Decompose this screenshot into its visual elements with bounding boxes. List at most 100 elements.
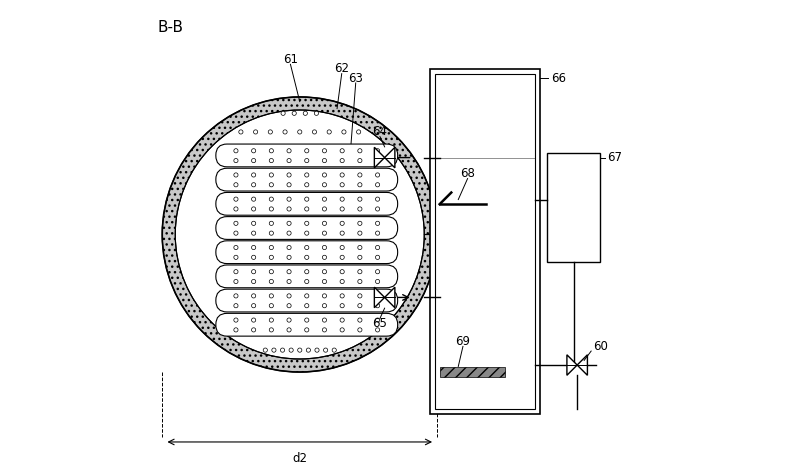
FancyBboxPatch shape xyxy=(216,168,398,191)
Circle shape xyxy=(234,303,238,308)
Bar xyxy=(547,153,601,263)
Circle shape xyxy=(322,270,326,274)
Circle shape xyxy=(289,348,294,352)
Circle shape xyxy=(234,270,238,274)
Circle shape xyxy=(251,231,256,235)
Circle shape xyxy=(234,294,238,298)
Circle shape xyxy=(268,130,273,134)
Circle shape xyxy=(287,149,291,153)
Text: d2: d2 xyxy=(292,452,307,465)
Circle shape xyxy=(358,280,362,284)
Circle shape xyxy=(270,294,274,298)
Circle shape xyxy=(270,173,274,177)
Circle shape xyxy=(234,231,238,235)
Circle shape xyxy=(340,270,344,274)
Circle shape xyxy=(358,270,362,274)
Circle shape xyxy=(305,231,309,235)
Circle shape xyxy=(234,221,238,226)
Circle shape xyxy=(358,231,362,235)
Circle shape xyxy=(340,149,344,153)
Circle shape xyxy=(305,207,309,211)
Circle shape xyxy=(251,221,256,226)
Circle shape xyxy=(322,231,326,235)
Circle shape xyxy=(375,303,380,308)
Circle shape xyxy=(375,207,380,211)
Circle shape xyxy=(358,221,362,226)
Circle shape xyxy=(287,255,291,259)
Circle shape xyxy=(270,149,274,153)
Circle shape xyxy=(306,348,310,352)
Circle shape xyxy=(375,318,380,322)
Circle shape xyxy=(254,130,258,134)
Circle shape xyxy=(305,255,309,259)
Circle shape xyxy=(305,303,309,308)
Circle shape xyxy=(234,149,238,153)
Circle shape xyxy=(270,183,274,187)
Circle shape xyxy=(287,197,291,201)
Circle shape xyxy=(358,303,362,308)
Circle shape xyxy=(315,348,319,352)
Polygon shape xyxy=(567,355,577,375)
Circle shape xyxy=(322,328,326,332)
Circle shape xyxy=(303,111,307,115)
Circle shape xyxy=(270,318,274,322)
Text: 69: 69 xyxy=(455,335,470,348)
Polygon shape xyxy=(385,287,395,308)
Circle shape xyxy=(287,280,291,284)
Circle shape xyxy=(358,318,362,322)
Text: B-B: B-B xyxy=(158,20,183,35)
Text: 64: 64 xyxy=(373,125,387,138)
Circle shape xyxy=(272,348,276,352)
Circle shape xyxy=(340,159,344,163)
Circle shape xyxy=(357,130,361,134)
Circle shape xyxy=(234,207,238,211)
Circle shape xyxy=(287,221,291,226)
Circle shape xyxy=(340,207,344,211)
Circle shape xyxy=(287,183,291,187)
Circle shape xyxy=(322,318,326,322)
Circle shape xyxy=(358,173,362,177)
Circle shape xyxy=(263,348,267,352)
Circle shape xyxy=(305,318,309,322)
Circle shape xyxy=(251,245,256,250)
Circle shape xyxy=(375,328,380,332)
Text: 67: 67 xyxy=(607,151,622,164)
Circle shape xyxy=(251,197,256,201)
Circle shape xyxy=(251,183,256,187)
Circle shape xyxy=(270,221,274,226)
Circle shape xyxy=(251,255,256,259)
Polygon shape xyxy=(385,147,395,168)
Circle shape xyxy=(287,294,291,298)
Circle shape xyxy=(322,159,326,163)
Circle shape xyxy=(292,111,296,115)
Circle shape xyxy=(251,149,256,153)
Circle shape xyxy=(234,159,238,163)
Circle shape xyxy=(322,255,326,259)
Circle shape xyxy=(340,245,344,250)
Circle shape xyxy=(305,183,309,187)
Circle shape xyxy=(375,183,380,187)
Circle shape xyxy=(281,348,285,352)
Circle shape xyxy=(270,255,274,259)
Circle shape xyxy=(298,130,302,134)
Circle shape xyxy=(358,183,362,187)
Circle shape xyxy=(375,245,380,250)
Circle shape xyxy=(340,197,344,201)
Circle shape xyxy=(270,280,274,284)
Circle shape xyxy=(358,159,362,163)
Circle shape xyxy=(305,270,309,274)
Circle shape xyxy=(342,130,346,134)
FancyBboxPatch shape xyxy=(216,144,398,167)
FancyBboxPatch shape xyxy=(216,217,398,239)
Circle shape xyxy=(340,221,344,226)
Circle shape xyxy=(287,173,291,177)
Circle shape xyxy=(358,149,362,153)
Text: 68: 68 xyxy=(460,167,475,181)
Circle shape xyxy=(287,303,291,308)
Polygon shape xyxy=(374,147,385,168)
Polygon shape xyxy=(577,355,587,375)
Circle shape xyxy=(270,328,274,332)
Circle shape xyxy=(358,207,362,211)
FancyBboxPatch shape xyxy=(216,241,398,264)
Circle shape xyxy=(340,173,344,177)
